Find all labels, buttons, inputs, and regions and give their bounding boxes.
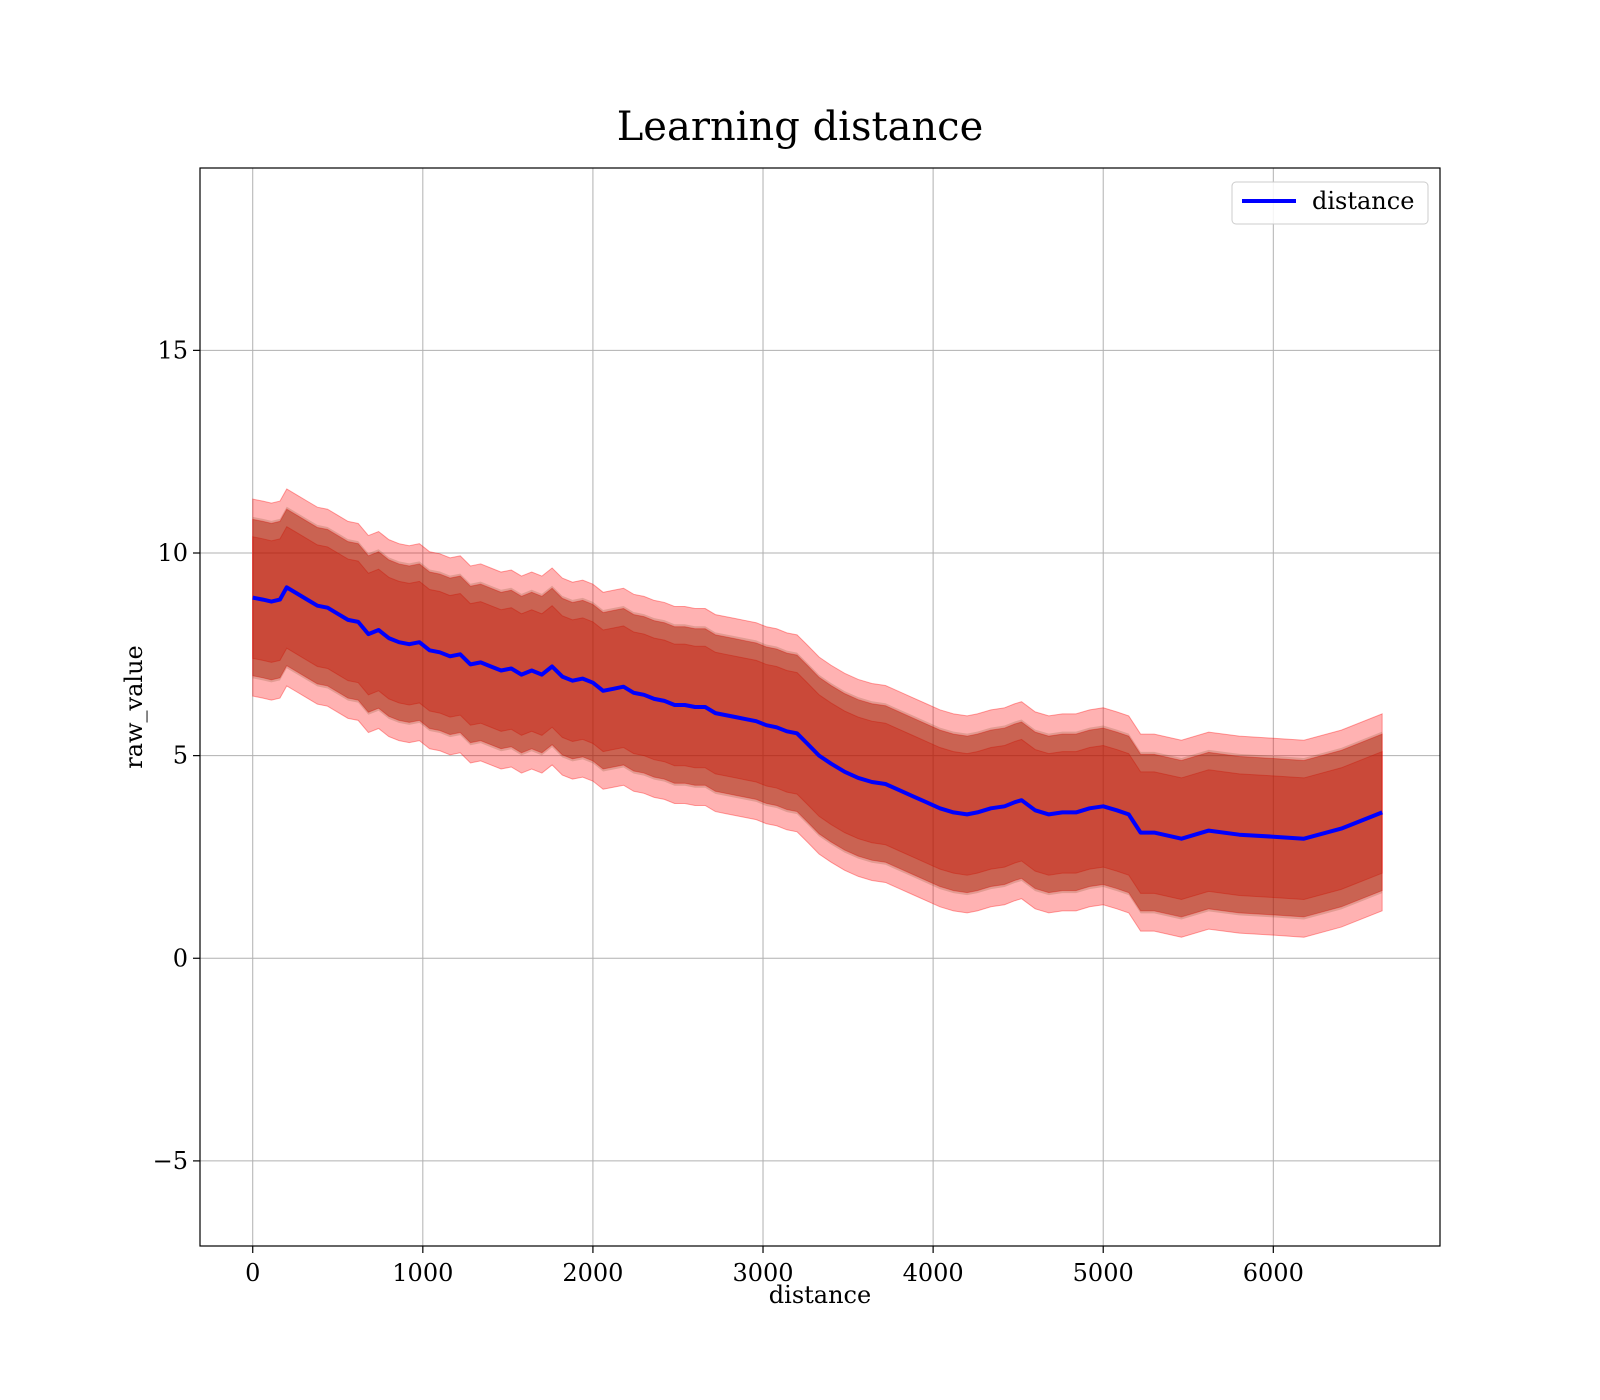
band-2sigma xyxy=(252,508,1383,918)
y-tick-label: 0 xyxy=(173,944,188,972)
x-tick-label: 6000 xyxy=(1243,1259,1304,1287)
x-tick-label: 2000 xyxy=(562,1259,623,1287)
x-tick-label: 4000 xyxy=(903,1259,964,1287)
y-tick-label: 5 xyxy=(173,742,188,770)
series-line-distance xyxy=(252,585,1383,841)
legend-entry-distance: distance xyxy=(1312,187,1414,215)
grid xyxy=(200,168,1440,1246)
plot-frame xyxy=(199,167,1441,1247)
band-3sigma xyxy=(252,488,1383,938)
y-axis-ticks: −5 0 5 10 15 xyxy=(153,336,200,1175)
band-shade-overlay xyxy=(252,509,1383,917)
y-axis-label: raw_value xyxy=(120,645,148,769)
y-tick-label: 10 xyxy=(157,539,188,567)
x-tick-label: 3000 xyxy=(732,1259,793,1287)
y-tick-label: −5 xyxy=(153,1147,188,1175)
data-line-layer xyxy=(252,585,1383,841)
confidence-bands xyxy=(252,488,1383,938)
chart-title: Learning distance xyxy=(617,104,984,150)
x-axis-label: distance xyxy=(769,1281,871,1309)
x-tick-label: 1000 xyxy=(392,1259,453,1287)
x-tick-label: 5000 xyxy=(1073,1259,1134,1287)
band-shade-overlay xyxy=(252,506,1383,920)
legend-box xyxy=(1231,181,1429,225)
legend: distance xyxy=(1231,181,1429,225)
x-axis-ticks: 0 1000 2000 3000 4000 5000 6000 xyxy=(245,1246,1304,1287)
x-tick-label: 0 xyxy=(245,1259,260,1287)
y-tick-label: 15 xyxy=(157,336,188,364)
